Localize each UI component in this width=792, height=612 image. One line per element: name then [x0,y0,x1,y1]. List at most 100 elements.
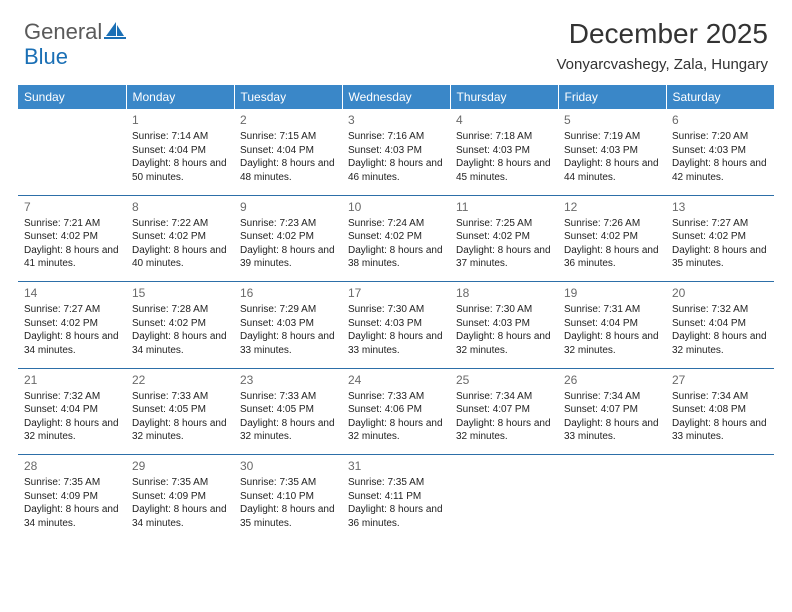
day-number: 6 [672,109,768,130]
weekday-header-monday: Monday [126,85,234,109]
day-number: 25 [456,369,552,390]
sunset-line: Sunset: 4:08 PM [672,403,768,417]
sunrise-line: Sunrise: 7:25 AM [456,217,552,231]
daylight-line: Daylight: 8 hours and 33 minutes. [348,330,444,357]
day-number: 11 [456,196,552,217]
sunrise-line: Sunrise: 7:34 AM [564,390,660,404]
sunrise-line: Sunrise: 7:27 AM [672,217,768,231]
sunrise-line: Sunrise: 7:28 AM [132,303,228,317]
sunset-line: Sunset: 4:02 PM [564,230,660,244]
day-cell-14: 14Sunrise: 7:27 AMSunset: 4:02 PMDayligh… [18,282,126,368]
day-cell-30: 30Sunrise: 7:35 AMSunset: 4:10 PMDayligh… [234,455,342,541]
sunset-line: Sunset: 4:02 PM [132,317,228,331]
day-cell-3: 3Sunrise: 7:16 AMSunset: 4:03 PMDaylight… [342,109,450,195]
daylight-line: Daylight: 8 hours and 32 minutes. [348,417,444,444]
sunset-line: Sunset: 4:03 PM [456,317,552,331]
weekday-header-saturday: Saturday [666,85,774,109]
sunset-line: Sunset: 4:04 PM [24,403,120,417]
daylight-line: Daylight: 8 hours and 36 minutes. [564,244,660,271]
sunrise-line: Sunrise: 7:26 AM [564,217,660,231]
sunset-line: Sunset: 4:03 PM [672,144,768,158]
daylight-line: Daylight: 8 hours and 34 minutes. [132,503,228,530]
day-cell-11: 11Sunrise: 7:25 AMSunset: 4:02 PMDayligh… [450,196,558,282]
daylight-line: Daylight: 8 hours and 32 minutes. [456,417,552,444]
day-number: 12 [564,196,660,217]
day-number: 7 [24,196,120,217]
day-number: 17 [348,282,444,303]
day-number: 2 [240,109,336,130]
day-cell-22: 22Sunrise: 7:33 AMSunset: 4:05 PMDayligh… [126,369,234,455]
sunrise-line: Sunrise: 7:33 AM [132,390,228,404]
sunset-line: Sunset: 4:05 PM [132,403,228,417]
day-number: 22 [132,369,228,390]
sunrise-line: Sunrise: 7:33 AM [348,390,444,404]
day-number: 4 [456,109,552,130]
sunrise-line: Sunrise: 7:16 AM [348,130,444,144]
weekday-header-friday: Friday [558,85,666,109]
day-cell-empty [558,455,666,541]
week-row: 14Sunrise: 7:27 AMSunset: 4:02 PMDayligh… [18,282,774,368]
day-number: 16 [240,282,336,303]
day-cell-23: 23Sunrise: 7:33 AMSunset: 4:05 PMDayligh… [234,369,342,455]
daylight-line: Daylight: 8 hours and 32 minutes. [672,330,768,357]
weekday-header-row: SundayMondayTuesdayWednesdayThursdayFrid… [18,85,774,109]
brand-part1: General [24,19,102,45]
sunrise-line: Sunrise: 7:34 AM [456,390,552,404]
daylight-line: Daylight: 8 hours and 34 minutes. [24,330,120,357]
day-cell-25: 25Sunrise: 7:34 AMSunset: 4:07 PMDayligh… [450,369,558,455]
day-cell-13: 13Sunrise: 7:27 AMSunset: 4:02 PMDayligh… [666,196,774,282]
daylight-line: Daylight: 8 hours and 32 minutes. [132,417,228,444]
sunset-line: Sunset: 4:06 PM [348,403,444,417]
sunset-line: Sunset: 4:04 PM [132,144,228,158]
daylight-line: Daylight: 8 hours and 39 minutes. [240,244,336,271]
daylight-line: Daylight: 8 hours and 35 minutes. [240,503,336,530]
weekday-header-tuesday: Tuesday [234,85,342,109]
daylight-line: Daylight: 8 hours and 48 minutes. [240,157,336,184]
sunset-line: Sunset: 4:10 PM [240,490,336,504]
day-cell-29: 29Sunrise: 7:35 AMSunset: 4:09 PMDayligh… [126,455,234,541]
sunset-line: Sunset: 4:03 PM [564,144,660,158]
day-number: 15 [132,282,228,303]
sunset-line: Sunset: 4:05 PM [240,403,336,417]
sunset-line: Sunset: 4:07 PM [456,403,552,417]
sunset-line: Sunset: 4:04 PM [672,317,768,331]
day-number: 8 [132,196,228,217]
day-number: 27 [672,369,768,390]
day-number: 14 [24,282,120,303]
week-row: 1Sunrise: 7:14 AMSunset: 4:04 PMDaylight… [18,109,774,195]
day-cell-empty [450,455,558,541]
day-cell-18: 18Sunrise: 7:30 AMSunset: 4:03 PMDayligh… [450,282,558,368]
daylight-line: Daylight: 8 hours and 40 minutes. [132,244,228,271]
sunset-line: Sunset: 4:07 PM [564,403,660,417]
sunrise-line: Sunrise: 7:32 AM [672,303,768,317]
day-cell-16: 16Sunrise: 7:29 AMSunset: 4:03 PMDayligh… [234,282,342,368]
day-cell-7: 7Sunrise: 7:21 AMSunset: 4:02 PMDaylight… [18,196,126,282]
day-number: 13 [672,196,768,217]
day-cell-5: 5Sunrise: 7:19 AMSunset: 4:03 PMDaylight… [558,109,666,195]
sunset-line: Sunset: 4:02 PM [24,230,120,244]
daylight-line: Daylight: 8 hours and 32 minutes. [240,417,336,444]
day-cell-19: 19Sunrise: 7:31 AMSunset: 4:04 PMDayligh… [558,282,666,368]
day-cell-4: 4Sunrise: 7:18 AMSunset: 4:03 PMDaylight… [450,109,558,195]
day-cell-21: 21Sunrise: 7:32 AMSunset: 4:04 PMDayligh… [18,369,126,455]
page-title: December 2025 [556,18,768,50]
daylight-line: Daylight: 8 hours and 36 minutes. [348,503,444,530]
sunrise-line: Sunrise: 7:31 AM [564,303,660,317]
sunrise-line: Sunrise: 7:19 AM [564,130,660,144]
brand-sail-icon [104,20,126,45]
day-cell-empty [18,109,126,195]
daylight-line: Daylight: 8 hours and 45 minutes. [456,157,552,184]
day-cell-31: 31Sunrise: 7:35 AMSunset: 4:11 PMDayligh… [342,455,450,541]
sunset-line: Sunset: 4:03 PM [348,144,444,158]
daylight-line: Daylight: 8 hours and 35 minutes. [672,244,768,271]
daylight-line: Daylight: 8 hours and 34 minutes. [24,503,120,530]
brand-part2-wrap: Blue [24,44,68,70]
header: General December 2025 Vonyarcvashegy, Za… [0,0,792,77]
sunrise-line: Sunrise: 7:24 AM [348,217,444,231]
sunset-line: Sunset: 4:09 PM [132,490,228,504]
day-number: 23 [240,369,336,390]
day-number: 9 [240,196,336,217]
page-subtitle: Vonyarcvashegy, Zala, Hungary [556,56,768,73]
sunset-line: Sunset: 4:09 PM [24,490,120,504]
day-cell-28: 28Sunrise: 7:35 AMSunset: 4:09 PMDayligh… [18,455,126,541]
